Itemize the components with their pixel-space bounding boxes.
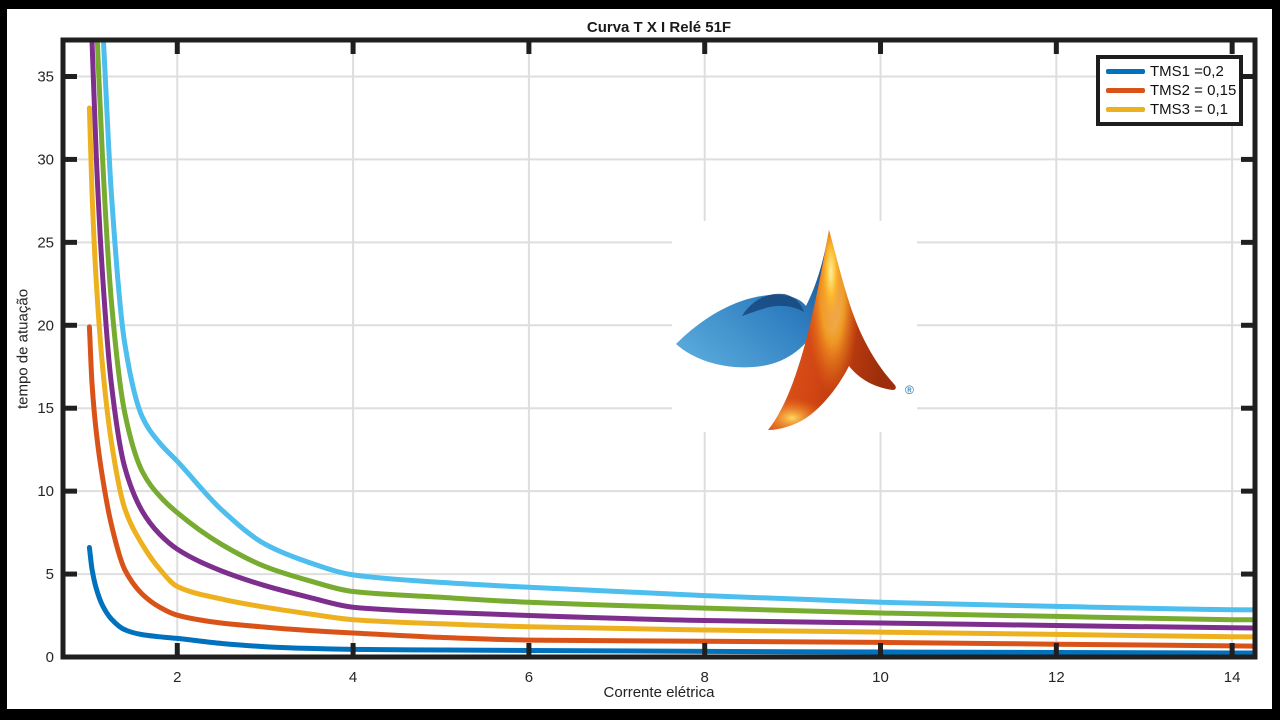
legend-label: TMS1 =0,2 bbox=[1150, 63, 1224, 80]
series-line-tms1-0-2 bbox=[86, 545, 1253, 655]
legend-line-swatch bbox=[1106, 88, 1145, 93]
legend-label: TMS2 = 0,15 bbox=[1150, 82, 1237, 99]
series-line-unlabeled-5 bbox=[94, 42, 1253, 623]
tick-labels: 2 4 6 8 10 12 14 0 5 10 15 20 25 30 35 bbox=[37, 68, 1240, 686]
matlab-logo-blue-wing bbox=[676, 231, 833, 368]
x-tick-label: 2 bbox=[173, 669, 181, 686]
series-line-unlabeled-4 bbox=[89, 42, 1253, 631]
series-line-tms2-0-15 bbox=[86, 324, 1253, 649]
axes-box bbox=[60, 37, 1258, 660]
x-tick-label: 6 bbox=[525, 669, 533, 686]
curve-series-group bbox=[86, 42, 1253, 655]
y-tick-label: 25 bbox=[37, 234, 54, 251]
registered-trademark-symbol: ® bbox=[905, 383, 914, 397]
legend-item: TMS3 = 0,1 bbox=[1106, 101, 1233, 118]
y-tick-label: 10 bbox=[37, 483, 54, 500]
legend-line-swatch bbox=[1106, 69, 1145, 74]
y-tick-label: 15 bbox=[37, 400, 54, 417]
legend-line-swatch bbox=[1106, 107, 1145, 112]
y-axis-label: tempo de atuação bbox=[14, 288, 32, 410]
chart-title: Curva T X I Relé 51F bbox=[586, 19, 732, 36]
legend-item: TMS2 = 0,15 bbox=[1106, 82, 1237, 99]
axes-box-and-ticks bbox=[60, 37, 1258, 660]
x-tick-label: 12 bbox=[1048, 669, 1065, 686]
legend-label: TMS3 = 0,1 bbox=[1150, 101, 1228, 118]
x-tick-label: 10 bbox=[872, 669, 889, 686]
y-tick-label: 35 bbox=[37, 68, 54, 85]
y-tick-label: 20 bbox=[37, 317, 54, 334]
x-tick-label: 14 bbox=[1224, 669, 1241, 686]
legend-item: TMS1 =0,2 bbox=[1106, 63, 1233, 80]
y-tick-label: 5 bbox=[46, 566, 54, 583]
y-tick-label: 0 bbox=[46, 649, 54, 666]
matlab-logo-fold-shadow bbox=[742, 293, 804, 316]
x-tick-label: 8 bbox=[701, 669, 709, 686]
series-line-tms3-0-1 bbox=[86, 105, 1253, 640]
gridlines bbox=[63, 40, 1255, 657]
legend: TMS1 =0,2 TMS2 = 0,15 TMS3 = 0,1 bbox=[1096, 55, 1243, 126]
series-line-unlabeled-6 bbox=[101, 42, 1253, 613]
x-tick-label: 4 bbox=[349, 669, 357, 686]
y-tick-label: 30 bbox=[37, 151, 54, 168]
x-axis-label: Corrente elétrica bbox=[603, 684, 715, 701]
matlab-logo: ® bbox=[672, 221, 917, 432]
